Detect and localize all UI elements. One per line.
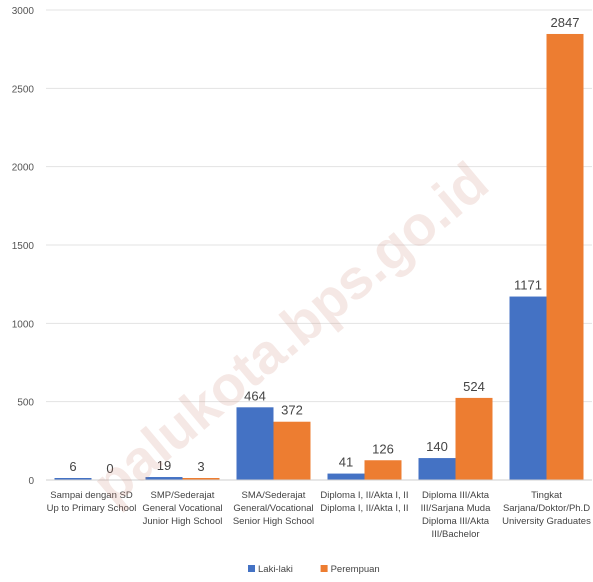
bar-perempuan [273,421,311,480]
y-tick-label: 500 [17,398,34,409]
x-tick-label-line: General/Vocational [233,503,313,514]
y-tick-label: 2000 [12,163,35,174]
bar-laki-laki [327,473,365,480]
data-label: 6 [69,459,76,474]
bar-perempuan [182,478,220,480]
data-label: 3 [197,459,204,474]
bar-laki-laki [418,458,456,480]
bar-perempuan [455,397,493,480]
y-tick-label: 1000 [12,319,35,330]
y-tick-label: 3000 [12,6,35,17]
x-tick-label: Sampai dengan SD Up to Primary School [47,490,137,514]
x-tick-label-line: Sampai dengan SD [50,490,133,501]
x-tick-label-line: SMA/Sederajat [242,490,306,501]
data-label: 1171 [514,278,542,293]
y-tick-label: 2500 [12,84,35,95]
bar-perempuan [364,460,402,480]
data-label: 2847 [551,15,580,30]
x-tick-label-line: General Vocational [142,503,222,514]
y-tick-label: 1500 [12,241,35,252]
data-label: 19 [157,458,171,473]
legend-swatch [320,565,328,572]
bar-laki-laki [236,407,274,480]
bar-laki-laki [509,296,547,480]
x-tick-label-line: III/Bachelor [431,529,479,540]
x-tick-label-line: Senior High School [233,516,314,527]
data-label: 372 [281,403,303,418]
data-label: 41 [339,455,353,470]
legend-label: Laki-laki [258,564,293,575]
x-tick-label-line: Diploma I, II/Akta I, II [320,490,408,501]
y-tick-label: 0 [28,476,34,487]
bar-laki-laki [54,478,92,480]
bar-perempuan [546,33,584,480]
x-tick-label: SMA/Sederajat General/Vocational Senior Hi… [233,490,314,527]
x-tick-label: Diploma I, II/Akta I, II Diploma I, II/Ak… [320,490,408,514]
x-tick-label: Tingkat Sarjana/Doktor/Ph.D University Gra… [502,490,591,527]
data-label: 524 [463,379,485,394]
x-tick-label-line: University Graduates [502,516,591,527]
data-label: 0 [106,461,113,476]
legend-swatch [248,565,255,572]
x-tick-label-line: SMP/Sederajat [151,490,215,501]
legend-label: Perempuan [331,564,380,575]
data-label: 140 [426,439,448,454]
x-tick-label-line: Up to Primary School [47,503,137,514]
x-tick-label-line: Diploma III/Akta [422,516,490,527]
data-label: 126 [372,441,394,456]
x-tick-label: Diploma III/Akta III/Sarjana Muda Diploma … [421,490,491,540]
data-label: 464 [244,388,266,403]
x-tick-label-line: Tingkat [531,490,562,501]
x-tick-label-line: Diploma III/Akta [422,490,490,501]
x-tick-label-line: Sarjana/Doktor/Ph.D [503,503,590,514]
x-tick-label-line: Diploma I, II/Akta I, II [320,503,408,514]
x-tick-label: SMP/Sederajat General Vocational Junior Hi… [142,490,222,527]
bar-laki-laki [145,477,183,480]
x-tick-label-line: III/Sarjana Muda [421,503,491,514]
x-tick-label-line: Junior High School [143,516,223,527]
